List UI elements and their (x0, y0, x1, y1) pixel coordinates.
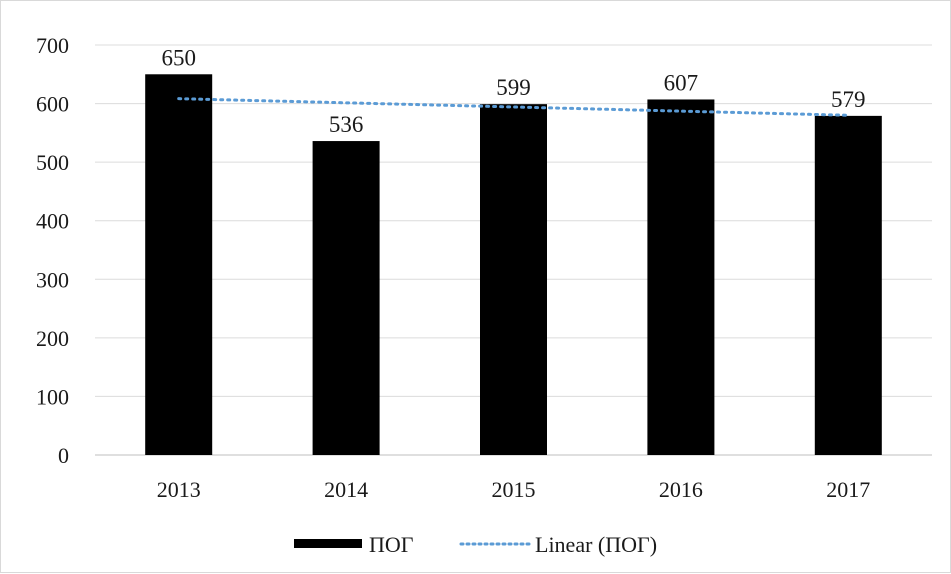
trendline (177, 97, 850, 117)
y-tick-label-600: 600 (36, 92, 69, 117)
bar-2017 (814, 115, 882, 455)
y-tick-label-700: 700 (36, 33, 69, 58)
x-tick-label-2015: 2015 (492, 477, 536, 502)
y-tick-label-300: 300 (36, 267, 69, 292)
bar-2014 (312, 141, 380, 456)
data-label-2014: 536 (329, 112, 364, 137)
legend-label-trendline: Linear (ПОГ) (535, 532, 657, 557)
x-tick-label-2017: 2017 (826, 477, 870, 502)
x-axis: 2013 2014 2015 2016 2017 (157, 477, 871, 502)
trendline-path (177, 97, 850, 117)
y-tick-label-500: 500 (36, 150, 69, 175)
data-labels: 650 536 599 607 579 (161, 45, 865, 137)
x-tick-label-2013: 2013 (157, 477, 201, 502)
x-tick-label-2014: 2014 (324, 477, 368, 502)
data-label-2016: 607 (664, 70, 699, 95)
legend: ПОГ Linear (ПОГ) (294, 532, 657, 557)
legend-label-pog: ПОГ (369, 532, 414, 557)
bar-2016 (647, 99, 715, 455)
y-axis: 0 100 200 300 400 500 600 700 (36, 33, 69, 468)
bar-2015 (480, 104, 547, 456)
data-label-2017: 579 (831, 87, 866, 112)
y-tick-label-400: 400 (36, 209, 69, 234)
bar-2013 (145, 74, 213, 456)
bars (145, 74, 882, 456)
y-tick-label-200: 200 (36, 326, 69, 351)
x-tick-label-2016: 2016 (659, 477, 703, 502)
y-tick-label-100: 100 (36, 384, 69, 409)
data-label-2013: 650 (161, 45, 196, 70)
y-tick-label-0: 0 (58, 443, 69, 468)
data-label-2015: 599 (496, 75, 531, 100)
legend-swatch-pog (294, 539, 362, 548)
